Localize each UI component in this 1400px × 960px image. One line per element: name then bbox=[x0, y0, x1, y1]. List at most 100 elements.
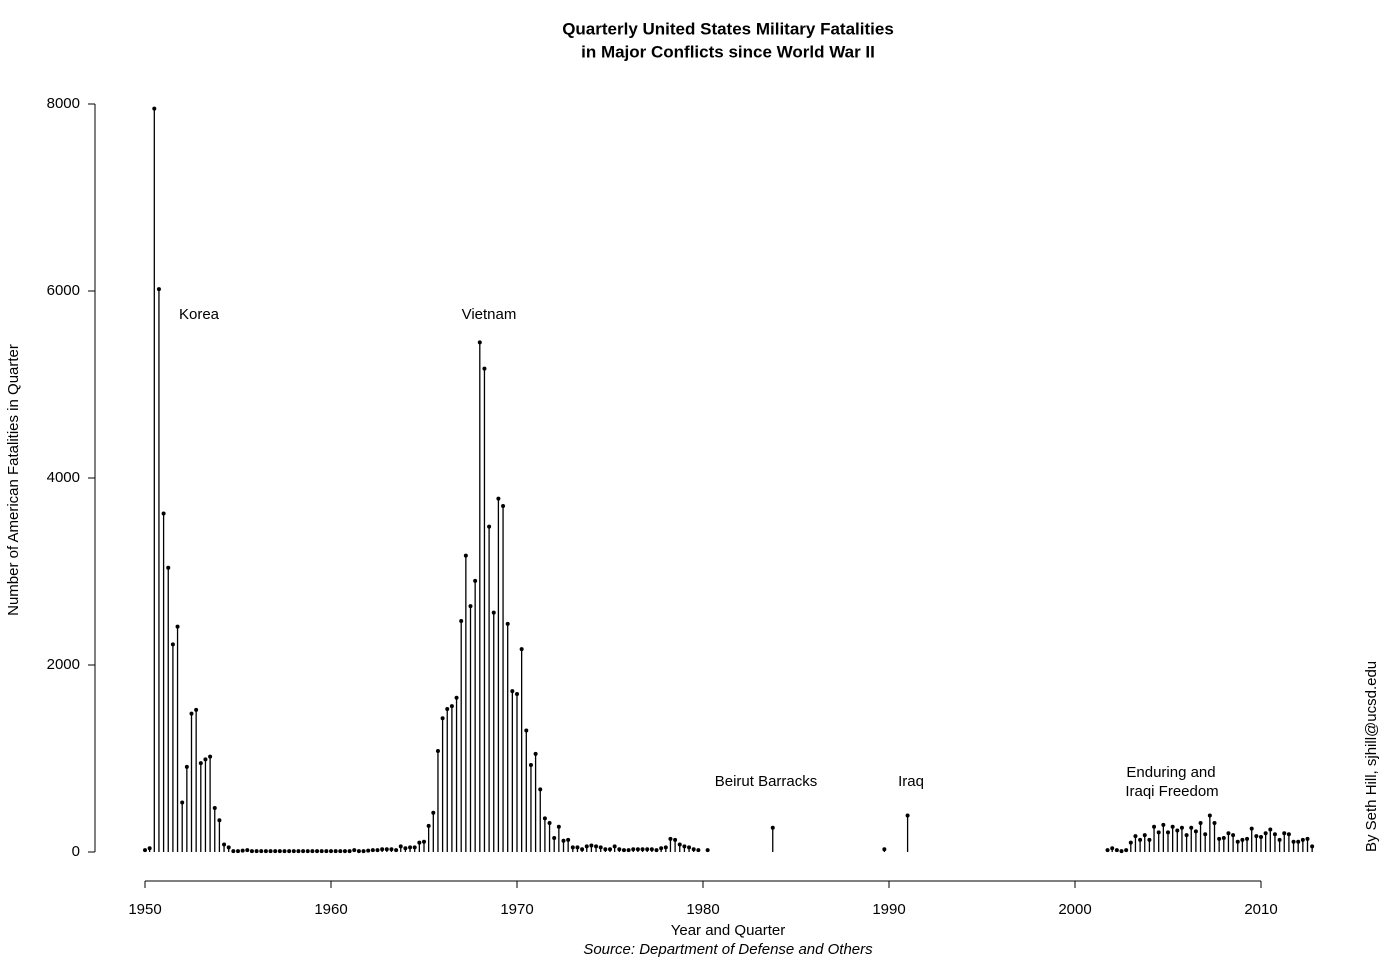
stem-point bbox=[696, 848, 701, 853]
stem-point bbox=[263, 849, 268, 854]
stem-point bbox=[1268, 827, 1273, 832]
stem-point bbox=[152, 106, 157, 111]
stem-point bbox=[691, 847, 696, 852]
stem-point bbox=[333, 849, 338, 854]
stem-point bbox=[208, 754, 213, 759]
stem-point bbox=[319, 849, 324, 854]
stem-point bbox=[668, 836, 673, 841]
x-axis-label: Year and Quarter bbox=[671, 922, 786, 939]
stem-point bbox=[249, 849, 254, 854]
stem-point bbox=[301, 849, 306, 854]
stem-point bbox=[277, 849, 282, 854]
y-axis-label: Number of American Fatalities in Quarter bbox=[5, 344, 22, 616]
stem-point bbox=[198, 761, 203, 766]
stem-point bbox=[1296, 839, 1301, 844]
stem-point bbox=[180, 800, 185, 805]
stem-point bbox=[580, 847, 585, 852]
stem-point bbox=[356, 849, 361, 854]
y-tick-label: 4000 bbox=[47, 469, 80, 486]
annotation: Vietnam bbox=[462, 306, 517, 323]
stem-point bbox=[1152, 824, 1157, 829]
stem-point bbox=[524, 728, 529, 733]
stem-point bbox=[1142, 833, 1147, 838]
stem-point bbox=[310, 849, 315, 854]
stem-point bbox=[1300, 837, 1305, 842]
credit: By Seth Hill, sjhill@ucsd.edu bbox=[1363, 661, 1380, 852]
stem-point bbox=[1245, 836, 1250, 841]
stem-point bbox=[403, 846, 408, 851]
stem-point bbox=[645, 847, 650, 852]
stem-point bbox=[538, 787, 543, 792]
stem-point bbox=[194, 707, 199, 712]
stem-point bbox=[482, 366, 487, 371]
stem-point bbox=[1133, 834, 1138, 839]
stem-point bbox=[435, 749, 440, 754]
stem-point bbox=[184, 764, 189, 769]
stem-point bbox=[449, 704, 454, 709]
stem-point bbox=[510, 689, 515, 694]
stem-point bbox=[1193, 829, 1198, 834]
stem-point bbox=[1286, 832, 1291, 837]
stem-point bbox=[1212, 821, 1217, 826]
stem-point bbox=[1240, 837, 1245, 842]
stem-point bbox=[1138, 837, 1143, 842]
stem-point bbox=[687, 845, 692, 850]
stem-point bbox=[770, 825, 775, 830]
stem-point bbox=[575, 845, 580, 850]
stem-point bbox=[347, 849, 352, 854]
chart-title: Quarterly United States Military Fatalit… bbox=[562, 19, 894, 38]
stem-point bbox=[556, 824, 561, 829]
y-tick-label: 8000 bbox=[47, 95, 80, 112]
stem-point bbox=[473, 578, 478, 583]
y-tick-label: 2000 bbox=[47, 656, 80, 673]
stem-point bbox=[147, 846, 152, 851]
stem-point bbox=[1263, 831, 1268, 836]
stem-point bbox=[631, 847, 636, 852]
stem-point bbox=[1272, 832, 1277, 837]
stem-point bbox=[212, 806, 217, 811]
stem-point bbox=[352, 848, 357, 853]
stem-point bbox=[156, 287, 161, 292]
x-tick-label: 2010 bbox=[1244, 901, 1277, 918]
stem-point bbox=[440, 716, 445, 721]
stem-point bbox=[1128, 840, 1133, 845]
stem-point bbox=[552, 835, 557, 840]
stem-point bbox=[1189, 825, 1194, 830]
stem-point bbox=[1207, 813, 1212, 818]
stem-point bbox=[1119, 849, 1124, 854]
stem-point bbox=[1105, 848, 1110, 853]
stem-point bbox=[291, 849, 296, 854]
stem-point bbox=[384, 847, 389, 852]
stem-point bbox=[394, 848, 399, 853]
x-tick-label: 1960 bbox=[314, 901, 347, 918]
stem-point bbox=[617, 847, 622, 852]
stem-point bbox=[417, 840, 422, 845]
source-note: Source: Department of Defense and Others bbox=[583, 941, 873, 958]
stem-point bbox=[468, 604, 473, 609]
stem-point bbox=[342, 849, 347, 854]
y-tick-label: 0 bbox=[72, 843, 80, 860]
y-tick-label: 6000 bbox=[47, 282, 80, 299]
stem-point bbox=[505, 621, 510, 626]
stem-point bbox=[282, 849, 287, 854]
stem-point bbox=[1147, 837, 1152, 842]
stem-point bbox=[547, 821, 552, 826]
stem-point bbox=[1277, 837, 1282, 842]
stem-point bbox=[705, 848, 710, 853]
stem-point bbox=[635, 847, 640, 852]
stem-point bbox=[259, 849, 264, 854]
stem-point bbox=[189, 711, 194, 716]
annotation: Beirut Barracks bbox=[715, 773, 818, 790]
stem-point bbox=[528, 763, 533, 768]
stem-point bbox=[1249, 826, 1254, 831]
x-tick-label: 1990 bbox=[872, 901, 905, 918]
stem-point bbox=[315, 849, 320, 854]
stem-point bbox=[361, 849, 366, 854]
stem-point bbox=[1235, 839, 1240, 844]
stem-point bbox=[422, 839, 426, 844]
stem-point bbox=[621, 848, 626, 853]
stem-point bbox=[175, 624, 180, 629]
stem-point bbox=[375, 848, 380, 853]
stem-point bbox=[682, 844, 687, 849]
